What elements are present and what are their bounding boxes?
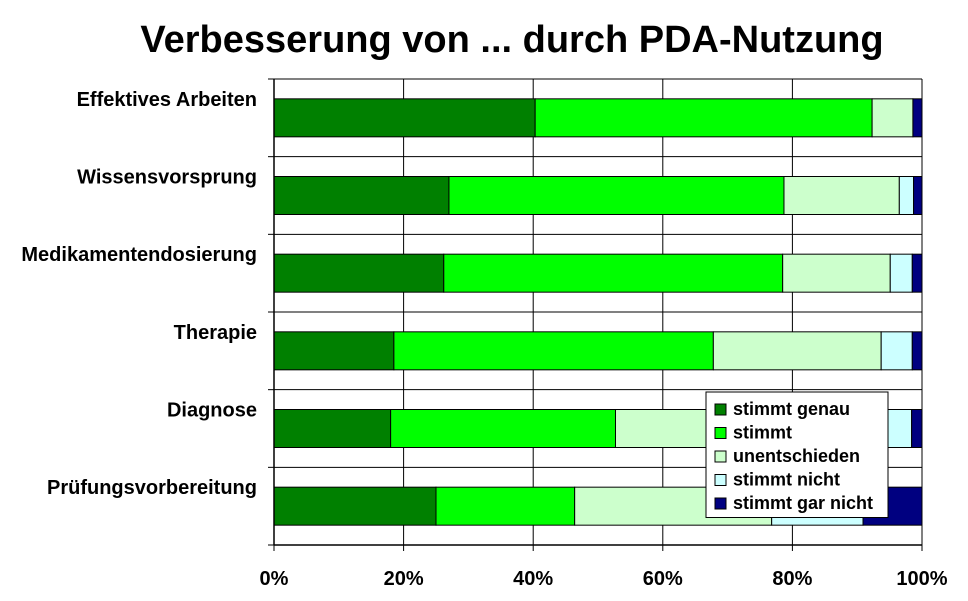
- category-label: Prüfungsvorbereitung: [47, 477, 257, 499]
- bar-segment: [390, 409, 616, 448]
- x-tick-label: 100%: [896, 568, 947, 590]
- bar-segment: [443, 253, 784, 293]
- legend-label: stimmt nicht: [733, 470, 840, 490]
- bar-segment: [273, 331, 395, 371]
- bar-segment: [911, 409, 923, 448]
- bar-segment: [783, 176, 900, 215]
- bar-segment: [448, 176, 785, 215]
- bar-segment: [534, 98, 873, 138]
- bar-segment: [273, 486, 437, 526]
- chart-title: Verbesserung von ... durch PDA-Nutzung: [140, 19, 883, 61]
- legend-swatch: [714, 497, 727, 510]
- bar-segment: [880, 331, 913, 371]
- category-label: Medikamentendosierung: [21, 244, 257, 266]
- bar-segment: [912, 98, 923, 138]
- category-label: Effektives Arbeiten: [77, 89, 257, 111]
- bar-segment: [273, 409, 392, 448]
- legend-swatch: [714, 403, 727, 416]
- x-tick-label: 0%: [260, 568, 289, 590]
- x-tick-label: 40%: [513, 568, 553, 590]
- bar-segment: [871, 98, 914, 138]
- bar-segment: [911, 253, 923, 293]
- x-tick-label: 80%: [772, 568, 812, 590]
- legend-label: stimmt: [733, 423, 792, 443]
- x-tick-label: 20%: [384, 568, 424, 590]
- legend-swatch: [714, 474, 727, 486]
- bar-segment: [898, 176, 915, 215]
- bar-segment: [911, 331, 923, 371]
- category-label: Therapie: [174, 322, 257, 344]
- legend-label: stimmt gar nicht: [733, 493, 873, 513]
- bar-segment: [273, 98, 536, 138]
- x-tick-label: 60%: [643, 568, 683, 590]
- legend-label: unentschieden: [733, 446, 860, 466]
- bar-segment: [913, 176, 923, 215]
- legend: stimmt genau stimmt unentschieden stimmt ni…: [705, 391, 889, 518]
- bar-segment: [889, 253, 913, 293]
- bar-segment: [273, 176, 450, 215]
- legend-label: stimmt genau: [733, 399, 850, 419]
- bar-segment: [712, 331, 882, 371]
- bar-segment: [273, 253, 445, 293]
- bar-segment: [435, 486, 576, 526]
- legend-swatch: [714, 450, 727, 463]
- bar-segment: [782, 253, 891, 293]
- bar-segment: [393, 331, 714, 371]
- category-label: Diagnose: [167, 400, 257, 422]
- category-label: Wissensvorsprung: [77, 167, 257, 189]
- legend-box: [705, 391, 889, 518]
- legend-swatch: [714, 427, 727, 439]
